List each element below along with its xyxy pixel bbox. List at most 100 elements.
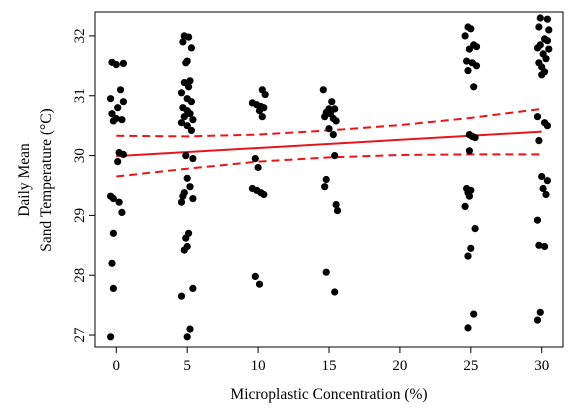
data-point <box>258 113 266 121</box>
data-point <box>543 15 552 23</box>
data-point <box>543 122 552 130</box>
data-point <box>464 67 472 75</box>
data-point <box>108 110 116 118</box>
data-point <box>329 131 337 139</box>
data-point <box>461 32 469 40</box>
data-point <box>186 325 194 333</box>
confidence-band <box>116 107 542 178</box>
data-point <box>539 184 547 193</box>
data-point <box>542 190 550 199</box>
data-point <box>322 175 330 184</box>
y-axis-title-line-1: Daily Mean <box>16 143 33 217</box>
data-point <box>538 71 546 79</box>
data-point <box>463 57 471 65</box>
y-axis-title-line-2: Sand Temperature (°C) <box>38 108 55 251</box>
data-point <box>260 190 268 199</box>
y-tick-label: 27 <box>72 327 88 343</box>
data-point <box>331 105 339 113</box>
data-point <box>472 62 481 70</box>
data-point <box>251 155 259 163</box>
x-tick-label: 25 <box>463 358 478 374</box>
data-point <box>535 241 543 249</box>
ci-lower-line <box>116 153 542 178</box>
data-point <box>108 259 116 267</box>
data-point <box>177 119 186 127</box>
x-tick-label: 5 <box>183 358 191 374</box>
data-point <box>533 316 542 324</box>
y-tick-label: 32 <box>72 28 88 43</box>
data-point <box>464 252 472 260</box>
data-point <box>536 14 544 22</box>
data-point <box>467 25 475 33</box>
data-point <box>465 147 473 155</box>
data-point <box>109 195 117 203</box>
data-point <box>542 55 550 63</box>
data-point <box>186 110 194 118</box>
y-tick-label: 28 <box>72 268 88 283</box>
data-point <box>465 45 473 53</box>
data-point <box>177 198 186 206</box>
data-points <box>107 14 553 341</box>
data-point <box>467 244 475 252</box>
data-point <box>189 116 197 124</box>
data-point <box>543 177 552 185</box>
data-point <box>533 113 542 121</box>
data-point <box>189 195 197 203</box>
data-point <box>112 61 120 69</box>
y-tick-label: 31 <box>72 88 88 103</box>
y-axis-title: Daily Mean Sand Temperature (°C) <box>16 108 55 251</box>
data-point <box>177 89 186 97</box>
x-tick-label: 0 <box>113 358 121 374</box>
data-point <box>333 207 342 215</box>
data-point <box>472 43 481 51</box>
data-point <box>471 134 479 142</box>
data-point <box>541 242 549 251</box>
regression-fit <box>116 130 542 158</box>
data-point <box>189 284 197 292</box>
data-point <box>187 98 195 106</box>
x-tick-label: 30 <box>534 358 549 374</box>
data-point <box>261 91 269 99</box>
data-point <box>119 98 127 106</box>
data-point <box>180 113 188 121</box>
data-point <box>114 158 122 166</box>
data-point <box>319 86 327 94</box>
fit-line <box>116 130 542 158</box>
data-point <box>186 183 194 191</box>
data-point <box>325 125 333 133</box>
data-point <box>536 308 544 316</box>
data-point <box>533 216 542 224</box>
data-point <box>254 163 262 172</box>
data-point <box>107 333 115 341</box>
y-axis: 27 28 29 30 31 32 <box>72 28 95 343</box>
data-point <box>328 98 336 106</box>
data-point <box>332 201 340 209</box>
data-point <box>543 37 552 45</box>
data-point <box>251 272 259 280</box>
data-point <box>332 117 340 125</box>
data-point <box>538 172 546 181</box>
data-point <box>118 116 126 124</box>
data-point <box>185 83 193 91</box>
data-point <box>180 246 188 254</box>
data-point <box>109 229 117 237</box>
data-point <box>322 268 330 276</box>
data-point <box>182 59 190 67</box>
data-point <box>535 137 543 145</box>
data-point <box>183 333 191 341</box>
y-tick-label: 30 <box>72 148 88 163</box>
data-point <box>109 284 117 292</box>
data-point <box>464 324 472 332</box>
data-point <box>545 26 553 34</box>
data-point <box>183 122 191 130</box>
x-tick-label: 15 <box>322 358 337 374</box>
x-tick-label: 20 <box>392 358 407 374</box>
data-point <box>321 183 329 191</box>
data-point <box>187 126 195 134</box>
data-point <box>533 44 542 52</box>
data-point <box>119 59 127 67</box>
data-point <box>107 95 115 103</box>
data-point <box>182 234 190 242</box>
data-point <box>471 225 479 233</box>
x-axis: 0 5 10 15 20 25 30 <box>113 347 549 374</box>
